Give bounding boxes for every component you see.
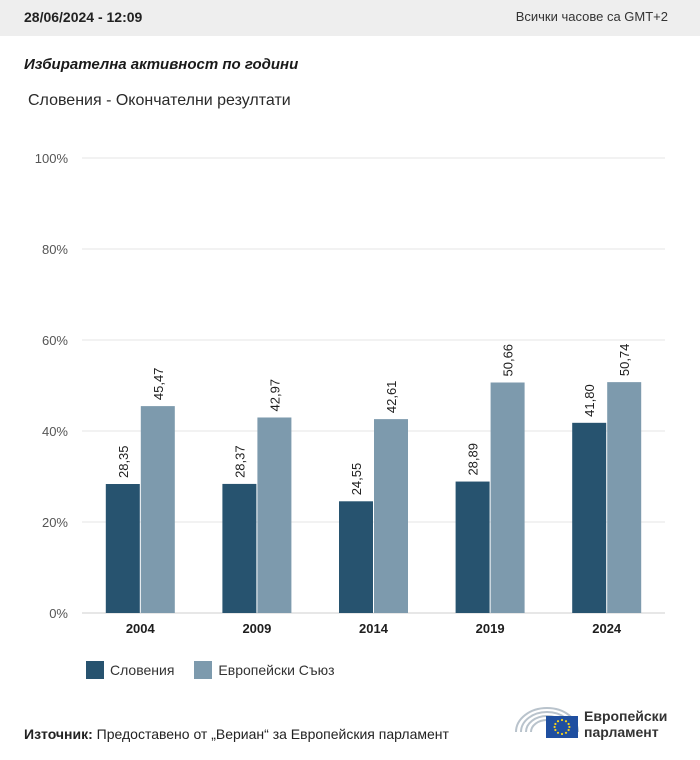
bar-slovenia [105, 484, 140, 613]
data-label: 42,97 [267, 379, 282, 412]
bar-chart: 0% 20% 40% 60% 80% 100% 28,35 45,47 2004 28,37 42,… [35, 151, 665, 636]
legend-swatch-slovenia [86, 661, 104, 679]
x-tick-label: 2019 [476, 621, 505, 636]
legend-item-eu: Европейски Съюз [194, 661, 335, 679]
bar-eu [490, 382, 525, 613]
legend-label-slovenia: Словения [110, 662, 175, 678]
data-label: 50,66 [501, 344, 516, 377]
legend-label-eu: Европейски Съюз [218, 662, 335, 678]
data-label: 42,61 [384, 381, 399, 414]
source-note: Източник: Предоставено от „Вериан“ за Ев… [24, 726, 449, 742]
bar-eu [374, 419, 408, 613]
bar-eu [140, 406, 175, 613]
timestamp: 28/06/2024 - 12:09 [24, 9, 143, 25]
x-tick-label: 2004 [126, 621, 156, 636]
y-tick-label: 80% [42, 242, 68, 257]
bar-slovenia [222, 483, 257, 613]
data-label: 41,80 [582, 384, 597, 417]
source-text: Предоставено от „Вериан“ за Европейския … [96, 726, 449, 742]
chart-title: Избирателна активност по години [24, 56, 299, 73]
data-label: 28,35 [116, 445, 131, 478]
data-label: 28,37 [232, 445, 247, 478]
y-tick-label: 20% [42, 515, 68, 530]
y-tick-label: 100% [35, 151, 69, 166]
bar-slovenia [455, 481, 490, 613]
chart-subtitle: Словения - Окончателни резултати [28, 92, 291, 109]
data-label: 24,55 [349, 463, 364, 496]
logo-line-2: парламент [584, 724, 659, 740]
data-label: 50,74 [617, 344, 632, 377]
x-tick-label: 2024 [592, 621, 622, 636]
data-label: 28,89 [466, 443, 481, 476]
bar-slovenia [572, 422, 607, 613]
y-tick-label: 0% [49, 606, 68, 621]
y-tick-label: 40% [42, 424, 68, 439]
ep-logo: Европейски парламент [514, 702, 684, 742]
bar-slovenia [339, 501, 373, 613]
logo-text: Европейски парламент [584, 708, 667, 740]
legend-swatch-eu [194, 661, 213, 679]
parliament-hemicycle-icon [515, 707, 579, 738]
top-bar: 28/06/2024 - 12:09 Всички часове са GMT+… [0, 0, 700, 36]
legend-item-slovenia: Словения [86, 661, 174, 679]
timezone-note: Всички часове са GMT+2 [515, 9, 668, 24]
source-label: Източник: [24, 726, 93, 742]
data-label: 45,47 [151, 368, 166, 401]
y-tick-label: 60% [42, 333, 68, 348]
legend: Словения Европейски Съюз [86, 661, 355, 679]
x-tick-label: 2014 [359, 621, 389, 636]
bar-eu [257, 417, 292, 613]
bar-eu [607, 382, 642, 613]
x-tick-label: 2009 [242, 621, 271, 636]
logo-line-1: Европейски [584, 708, 668, 724]
